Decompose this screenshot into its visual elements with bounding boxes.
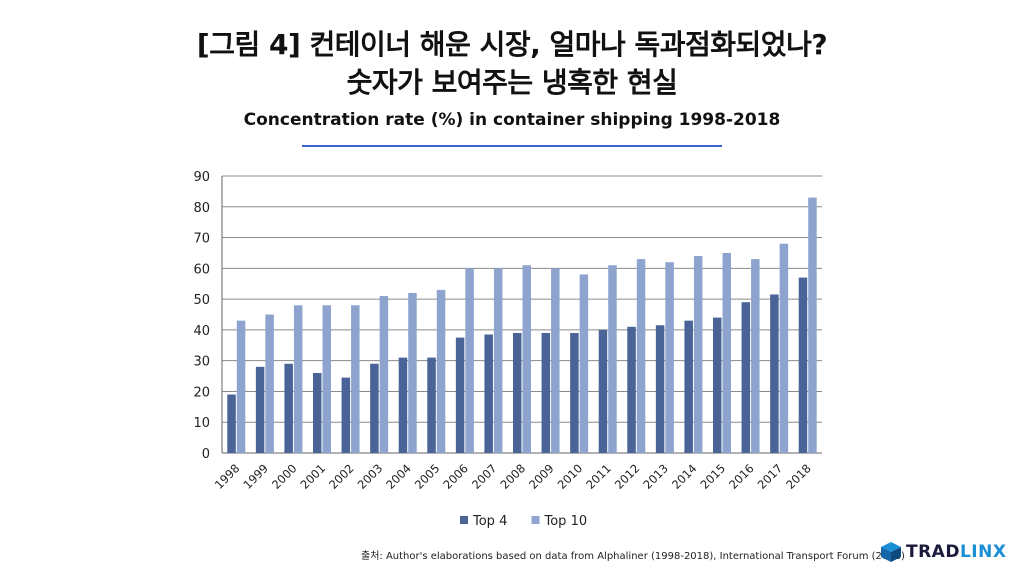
x-tick-label: 2016	[726, 461, 757, 492]
bar-top-4	[713, 317, 722, 453]
bar-top-10	[551, 268, 560, 453]
bar-top-10	[808, 197, 817, 453]
bar-top-4	[598, 329, 608, 453]
bar-top-4	[313, 372, 322, 453]
bar-top-10	[608, 265, 617, 453]
x-tick-label: 1999	[240, 461, 271, 492]
bar-top-10	[265, 314, 274, 453]
bar-top-4	[741, 302, 751, 453]
bar-top-10	[465, 268, 474, 453]
legend-swatch	[460, 516, 468, 524]
x-tick-label: 2005	[412, 461, 443, 492]
bar-top-4	[570, 332, 579, 453]
bar-top-10	[493, 268, 503, 453]
x-tick-label: 2007	[469, 461, 500, 492]
x-tick-label: 2010	[555, 461, 586, 492]
bar-top-4	[770, 294, 779, 453]
title-underline	[302, 145, 722, 147]
bar-top-4	[541, 332, 551, 453]
legend-label: Top 4	[472, 514, 507, 529]
bar-top-10	[693, 256, 703, 453]
bar-top-10	[779, 243, 789, 453]
y-tick-label: 30	[193, 355, 210, 370]
x-tick-label: 2003	[355, 461, 386, 492]
x-tick-label: 2014	[669, 461, 700, 492]
bar-top-4	[484, 334, 493, 453]
bar-top-4	[398, 357, 408, 453]
logo-word-main: TRAD	[906, 542, 960, 562]
page-title-line-1: [그림 4] 컨테이너 해운 시장, 얼마나 독과점화되었나?	[196, 28, 828, 61]
x-tick-label: 2018	[783, 461, 814, 492]
x-tick-label: 2006	[440, 461, 471, 492]
bar-top-10	[579, 274, 589, 453]
y-tick-label: 0	[202, 447, 210, 462]
y-tick-label: 80	[193, 201, 210, 216]
bar-top-10	[293, 305, 303, 453]
bar-top-4	[655, 325, 665, 453]
y-tick-label: 90	[193, 170, 210, 185]
bar-top-4	[255, 366, 265, 453]
legend-swatch	[531, 516, 540, 524]
bar-top-10	[751, 259, 760, 453]
tradlinx-logo: TRADLINX	[880, 540, 1006, 564]
bar-top-10	[665, 262, 674, 453]
x-tick-label: 2017	[755, 461, 786, 492]
y-tick-label: 20	[193, 385, 210, 400]
x-tick-label: 2008	[498, 461, 529, 492]
bar-top-10	[351, 305, 360, 453]
bar-top-4	[227, 394, 236, 453]
x-tick-label: 2004	[383, 461, 414, 492]
bar-top-10	[408, 292, 417, 453]
bar-top-10	[436, 289, 446, 453]
x-tick-label: 2012	[612, 461, 643, 492]
bar-top-10	[236, 320, 246, 453]
bar-top-4	[513, 332, 522, 453]
chart-title: Concentration rate (%) in container ship…	[243, 110, 781, 130]
page-title-line-2: 숫자가 보여주는 냉혹한 현실	[346, 66, 678, 99]
x-tick-label: 2001	[298, 461, 329, 492]
y-tick-label: 40	[193, 324, 210, 339]
bar-top-4	[427, 357, 436, 453]
bar-top-10	[322, 305, 331, 453]
x-tick-label: 2013	[640, 461, 671, 492]
bar-top-10	[379, 296, 389, 453]
legend-label: Top 10	[544, 514, 588, 529]
x-tick-label: 1998	[212, 461, 243, 492]
bar-top-4	[370, 363, 379, 453]
x-tick-label: 2015	[698, 461, 729, 492]
bar-top-4	[627, 326, 636, 453]
y-tick-label: 50	[193, 293, 210, 308]
y-tick-label: 60	[193, 262, 210, 277]
bar-top-4	[798, 277, 808, 453]
bar-top-4	[455, 337, 465, 453]
x-tick-label: 2002	[326, 461, 357, 492]
x-tick-label: 2009	[526, 461, 557, 492]
bar-top-10	[722, 252, 731, 453]
bar-top-4	[684, 320, 693, 453]
logo-word-accent: LINX	[959, 542, 1007, 562]
bar-top-4	[341, 377, 351, 453]
bar-top-4	[284, 363, 293, 453]
x-tick-label: 2011	[583, 461, 614, 492]
x-tick-label: 2000	[269, 461, 300, 492]
y-tick-label: 10	[193, 416, 210, 431]
cube-logo-icon	[881, 542, 901, 562]
source-note: 출처: Author's elaborations based on data …	[361, 551, 905, 562]
bar-top-10	[522, 265, 531, 453]
logo-wordmark: TRADLINX	[906, 542, 1006, 562]
bar-top-10	[636, 259, 646, 453]
y-tick-label: 70	[193, 232, 210, 247]
